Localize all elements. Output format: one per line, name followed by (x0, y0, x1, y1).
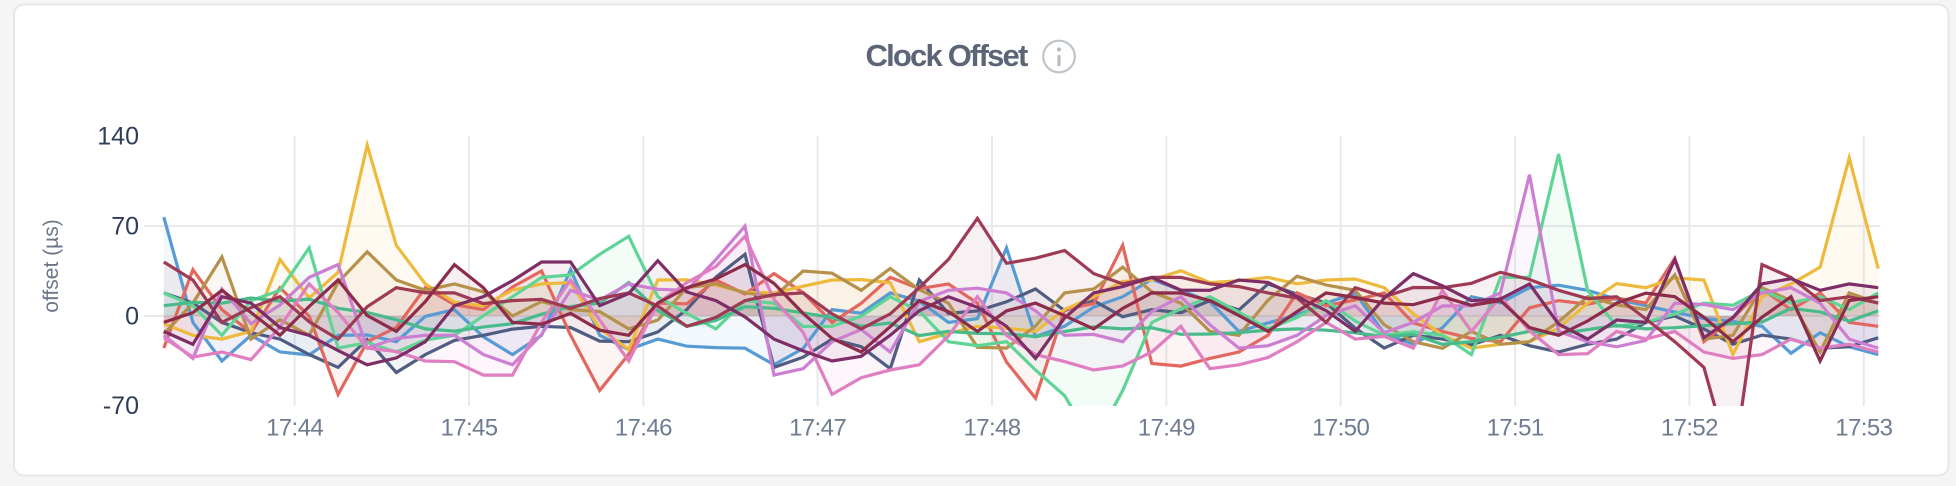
svg-text:140: 140 (97, 122, 139, 150)
svg-text:70: 70 (111, 212, 139, 240)
svg-text:17:51: 17:51 (1487, 415, 1544, 442)
svg-text:17:44: 17:44 (266, 415, 323, 442)
svg-text:17:46: 17:46 (615, 415, 672, 442)
svg-text:17:50: 17:50 (1312, 415, 1369, 442)
svg-text:0: 0 (125, 302, 139, 330)
svg-text:17:45: 17:45 (440, 415, 497, 442)
svg-text:17:52: 17:52 (1661, 415, 1718, 442)
svg-text:offset (µs): offset (µs) (40, 219, 63, 312)
svg-text:17:47: 17:47 (789, 415, 846, 442)
svg-text:17:49: 17:49 (1138, 415, 1195, 442)
svg-text:Clock Offset: Clock Offset (866, 38, 1028, 73)
svg-text:-70: -70 (103, 392, 139, 420)
svg-text:17:48: 17:48 (963, 415, 1020, 442)
svg-text:17:53: 17:53 (1835, 415, 1892, 442)
